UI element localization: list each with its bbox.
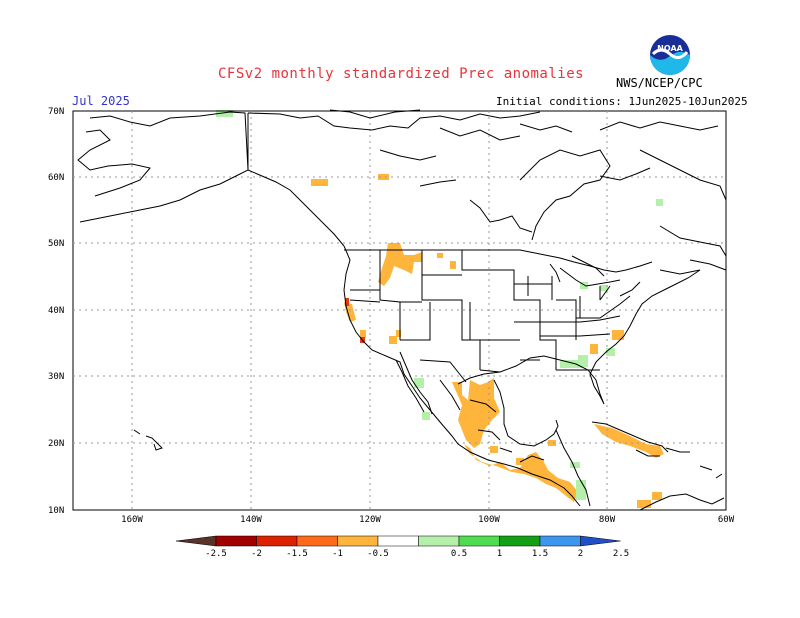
lon-label: 160W <box>121 515 143 525</box>
legend-swatch <box>256 535 298 547</box>
lon-label: 80W <box>599 515 616 525</box>
initial-conditions: Initial conditions: 1Jun2025-10Jun2025 <box>496 95 748 108</box>
legend-label: -2 <box>251 549 262 559</box>
legend-swatch <box>215 535 257 547</box>
lat-label: 60N <box>48 173 64 183</box>
legend-swatch <box>296 535 338 547</box>
latitude-labels: 70N 60N 50N 40N 30N 20N 10N <box>48 107 64 516</box>
legend-label: -1.5 <box>286 549 308 559</box>
legend-label: -0.5 <box>367 549 389 559</box>
lon-label: 60W <box>718 515 735 525</box>
logo-text: NOAA <box>657 44 683 53</box>
legend-label: 2.5 <box>613 549 629 559</box>
legend-label: -2.5 <box>205 549 227 559</box>
color-legend: -2.5 -2 -1.5 -1 -0.5 0.5 1 1.5 2 2.5 <box>175 535 629 559</box>
legend-label: -1 <box>332 549 343 559</box>
legend-swatch <box>377 535 419 547</box>
legend-swatch <box>418 535 460 547</box>
lat-label: 50N <box>48 239 64 249</box>
lon-label: 100W <box>478 515 500 525</box>
longitude-labels: 160W 140W 120W 100W 80W 60W <box>121 515 735 525</box>
coastlines <box>77 109 727 511</box>
lon-label: 140W <box>240 515 262 525</box>
legend-label: 0.5 <box>451 549 467 559</box>
legend-label: 1.5 <box>532 549 548 559</box>
legend-arrow-low <box>175 535 217 547</box>
lat-label: 10N <box>48 506 64 516</box>
map-title: CFSv2 monthly standardized Prec anomalie… <box>218 66 585 82</box>
legend-swatch <box>539 535 581 547</box>
lat-label: 20N <box>48 439 64 449</box>
legend-label: 1 <box>497 549 502 559</box>
state-borders <box>247 113 653 453</box>
legend-swatch <box>337 535 379 547</box>
agency-label: NWS/NCEP/CPC <box>616 76 703 90</box>
noaa-logo: NOAA <box>650 35 690 75</box>
forecast-month: Jul 2025 <box>72 94 130 108</box>
lat-label: 40N <box>48 306 64 316</box>
lon-label: 120W <box>359 515 381 525</box>
lat-label: 70N <box>48 107 64 117</box>
legend-arrow-high <box>580 535 621 547</box>
legend-label: 2 <box>578 549 583 559</box>
legend-swatch <box>499 535 541 547</box>
legend-swatch <box>458 535 500 547</box>
lat-label: 30N <box>48 372 64 382</box>
anomaly-cells <box>216 110 664 508</box>
